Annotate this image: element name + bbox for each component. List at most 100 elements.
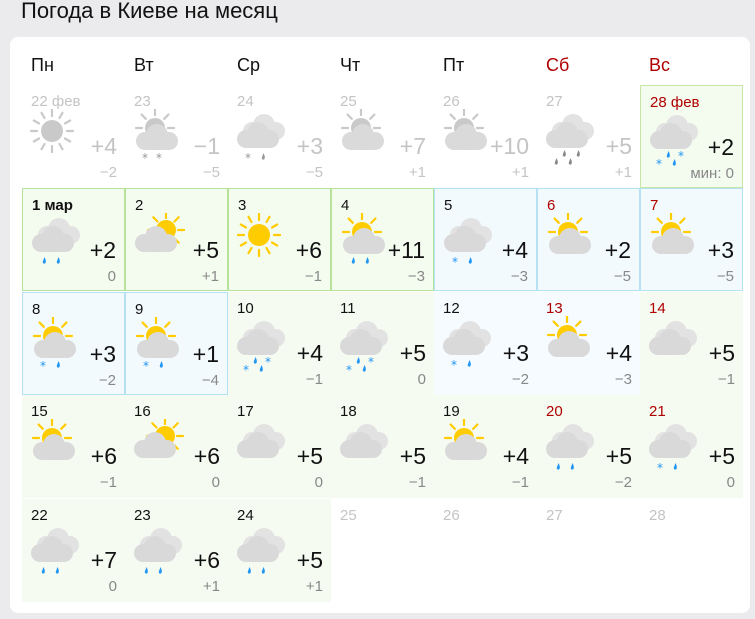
day-cell[interactable]: 5 * +4 −3	[434, 188, 537, 292]
min-temp: +1	[511, 164, 529, 181]
day-date: 13	[546, 299, 563, 317]
day-cell[interactable]: 13 +4 −3	[537, 291, 640, 395]
min-temp: −5	[716, 268, 734, 286]
weekday-header: Чт	[340, 55, 361, 75]
max-temp: +5	[708, 339, 735, 366]
min-temp: −2	[614, 474, 632, 492]
weather-cloudy-precip-icon: *	[439, 213, 495, 273]
day-cell: 26	[434, 499, 537, 602]
weather-cloudy-precip-icon: *	[438, 316, 494, 376]
min-temp: 0	[108, 577, 117, 595]
weather-cloudy-precip-icon: *	[232, 109, 288, 169]
min-temp: 0	[314, 474, 323, 492]
weekday-header: Вт	[134, 55, 154, 75]
max-temp: +4	[90, 133, 117, 159]
page-title: Погода в Киеве на месяц	[21, 0, 278, 23]
day-date: 26	[443, 506, 460, 524]
day-cell[interactable]: 10 * * +4 −1	[228, 291, 331, 395]
day-date: 23	[134, 506, 151, 524]
min-temp: 0	[417, 370, 426, 388]
day-date: 19	[443, 403, 460, 421]
day-date: 6	[547, 197, 556, 215]
day-date: 24	[237, 93, 254, 110]
weather-cloudy-precip-icon	[129, 523, 185, 583]
day-cell[interactable]: 17 +5 0	[228, 395, 331, 499]
day-cell[interactable]: 14 +5 −1	[640, 291, 743, 395]
min-temp: 0	[726, 474, 735, 492]
weather-partly-side-icon	[130, 211, 186, 273]
day-cell[interactable]: 18 +5 −1	[331, 395, 434, 499]
day-cell: 27	[537, 499, 640, 602]
day-cell[interactable]: 1 мар +2 0	[22, 188, 125, 292]
min-temp: −2	[511, 370, 529, 388]
weather-cloudy-precip-icon: * *	[232, 316, 288, 377]
day-date: 23	[134, 93, 151, 110]
day-date: 2	[135, 197, 144, 215]
min-temp: −2	[98, 371, 116, 389]
weather-cloudy-precip-icon: * *	[645, 110, 701, 171]
day-cell[interactable]: 9 * +1 −4	[125, 291, 228, 395]
day-cell[interactable]: 16 +6 0	[125, 395, 228, 499]
day-cell[interactable]: 24 +5 +1	[228, 498, 331, 602]
day-date: 4	[341, 197, 350, 215]
day-date: 22 фев	[31, 93, 81, 110]
day-date: 15	[31, 403, 48, 421]
max-temp: +5	[605, 443, 632, 470]
day-cell[interactable]: 27 +5 +1	[537, 85, 640, 188]
day-cell[interactable]: 7 +3 −5	[640, 188, 743, 292]
min-temp: +1	[408, 164, 426, 181]
day-cell[interactable]: 8 * +3 −2	[22, 291, 125, 395]
day-cell[interactable]: 22 фев +4 −2	[22, 85, 125, 188]
weather-cloudy-precip-icon: *	[644, 419, 700, 479]
day-cell[interactable]: 28 фев * * +2 мин: 0	[640, 85, 743, 188]
min-temp: −5	[613, 268, 631, 286]
day-cell[interactable]: 23 +6 +1	[125, 498, 228, 602]
svg-text:*: *	[346, 363, 352, 376]
min-temp: −1	[511, 474, 529, 492]
day-cell[interactable]: 12 * +3 −2	[434, 291, 537, 395]
day-cell[interactable]: 19 +4 −1	[434, 395, 537, 499]
day-cell[interactable]: 6 +2 −5	[537, 188, 640, 292]
day-date: 27	[546, 506, 563, 524]
max-temp: +2	[707, 134, 734, 160]
weather-partly-precip-icon: * *	[129, 107, 185, 169]
day-date: 3	[238, 197, 247, 215]
max-temp: +6	[90, 443, 117, 470]
weather-partly-icon	[438, 418, 494, 479]
min-temp: −3	[510, 268, 528, 286]
day-cell[interactable]: 23 * * −1 −5	[125, 85, 228, 188]
svg-text:*: *	[678, 149, 684, 163]
min-temp: −4	[201, 371, 219, 389]
min-temp: −3	[407, 268, 425, 286]
day-date: 9	[135, 300, 144, 318]
weather-cloudy-precip-icon	[26, 523, 82, 583]
day-cell[interactable]: 25 +7 +1	[331, 85, 434, 188]
day-cell[interactable]: 3 +6 −1	[228, 188, 331, 292]
day-cell[interactable]: 21 * +5 0	[640, 395, 743, 499]
max-temp: +5	[708, 443, 735, 470]
day-cell[interactable]: 4 +11 −3	[331, 188, 434, 292]
day-cell[interactable]: 20 +5 −2	[537, 395, 640, 499]
max-temp: +3	[296, 133, 323, 159]
day-date: 22	[31, 506, 48, 524]
day-date: 1 мар	[32, 197, 73, 215]
max-temp: +4	[501, 237, 528, 264]
day-cell[interactable]: 24 * +3 −5	[228, 85, 331, 188]
max-temp: +3	[707, 237, 734, 264]
day-date: 11	[340, 299, 356, 317]
day-cell[interactable]: 22 +7 0	[22, 498, 125, 602]
max-temp: +10	[489, 133, 529, 159]
day-cell[interactable]: 2 +5 +1	[125, 188, 228, 292]
weekday-header: Пт	[443, 55, 465, 75]
weather-cloudy-precip-icon	[232, 523, 288, 583]
day-date: 27	[546, 93, 563, 110]
day-date: 12	[443, 299, 460, 317]
day-cell[interactable]: 26 +10 +1	[434, 85, 537, 188]
min-temp: мин: 0	[690, 165, 734, 182]
day-cell[interactable]: 15 +6 −1	[22, 395, 125, 499]
day-cell[interactable]: 11 * * +5 0	[331, 291, 434, 395]
weekday-header: Пн	[31, 55, 54, 75]
weather-partly-precip-icon: *	[27, 315, 83, 377]
min-temp: +1	[305, 577, 323, 595]
day-date: 20	[546, 403, 563, 421]
